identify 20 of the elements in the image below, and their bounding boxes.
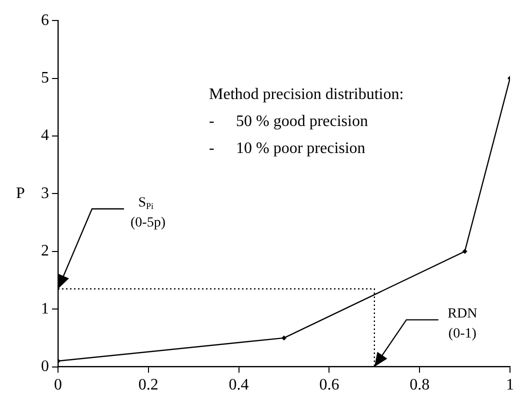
annotation: SPi (0-5p) [130, 196, 166, 231]
y-tick-label: 2 [41, 242, 49, 260]
y-tick-label: 1 [41, 300, 49, 318]
x-tick-label: 0.2 [138, 376, 158, 394]
annotation: Method precision distribution: [209, 86, 404, 104]
x-tick-label: 0.4 [228, 376, 249, 394]
text: - 10 % poor precision [209, 140, 366, 158]
x-tick-label: 1 [506, 376, 514, 394]
x-tick-label: 0.6 [319, 376, 340, 394]
y-tick-label: 0 [41, 358, 49, 376]
x-tick-label: 0 [54, 376, 62, 394]
y-tick-label: 4 [41, 127, 49, 144]
x-tick-label: 0.8 [410, 376, 430, 394]
y-axis-title: P [16, 184, 25, 202]
y-tick-label: 3 [41, 184, 49, 202]
point [282, 335, 286, 340]
text: - 50 % good precision [209, 113, 368, 130]
annotation: RDN (0-1) [448, 306, 478, 342]
y-tick-label: 5 [41, 70, 49, 87]
y-tick-label: 6 [41, 12, 49, 29]
